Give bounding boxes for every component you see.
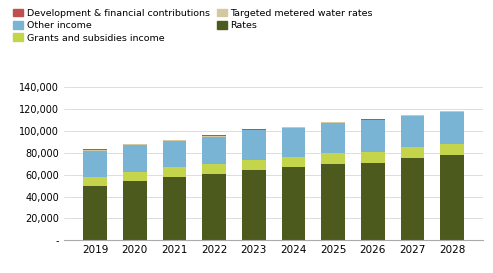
Bar bbox=[202, 164, 226, 174]
Bar bbox=[242, 160, 266, 170]
Bar bbox=[401, 115, 424, 116]
Bar bbox=[440, 144, 464, 155]
Bar bbox=[282, 167, 305, 240]
Bar bbox=[83, 151, 107, 177]
Bar bbox=[440, 111, 464, 112]
Bar bbox=[123, 172, 146, 181]
Bar bbox=[123, 181, 146, 240]
Bar bbox=[401, 158, 424, 240]
Bar bbox=[83, 177, 107, 186]
Bar bbox=[282, 127, 305, 128]
Bar bbox=[282, 157, 305, 167]
Bar bbox=[321, 153, 345, 164]
Bar bbox=[401, 116, 424, 147]
Bar bbox=[202, 136, 226, 164]
Bar bbox=[361, 119, 385, 120]
Bar bbox=[163, 177, 186, 240]
Bar bbox=[83, 150, 107, 151]
Bar bbox=[321, 122, 345, 123]
Bar bbox=[123, 145, 146, 172]
Bar bbox=[401, 147, 424, 158]
Bar bbox=[163, 140, 186, 141]
Bar bbox=[361, 152, 385, 163]
Bar bbox=[83, 149, 107, 150]
Bar bbox=[202, 135, 226, 136]
Legend: Development & financial contributions, Other income, Grants and subsidies income: Development & financial contributions, O… bbox=[10, 5, 377, 46]
Bar bbox=[242, 130, 266, 160]
Bar bbox=[83, 186, 107, 240]
Bar bbox=[282, 128, 305, 157]
Bar bbox=[440, 112, 464, 144]
Bar bbox=[163, 167, 186, 177]
Bar bbox=[123, 144, 146, 145]
Bar bbox=[321, 123, 345, 153]
Bar bbox=[321, 164, 345, 240]
Bar bbox=[242, 170, 266, 240]
Bar bbox=[163, 141, 186, 167]
Bar bbox=[440, 155, 464, 240]
Bar bbox=[202, 174, 226, 240]
Bar bbox=[242, 129, 266, 130]
Bar bbox=[361, 120, 385, 152]
Bar bbox=[361, 163, 385, 240]
